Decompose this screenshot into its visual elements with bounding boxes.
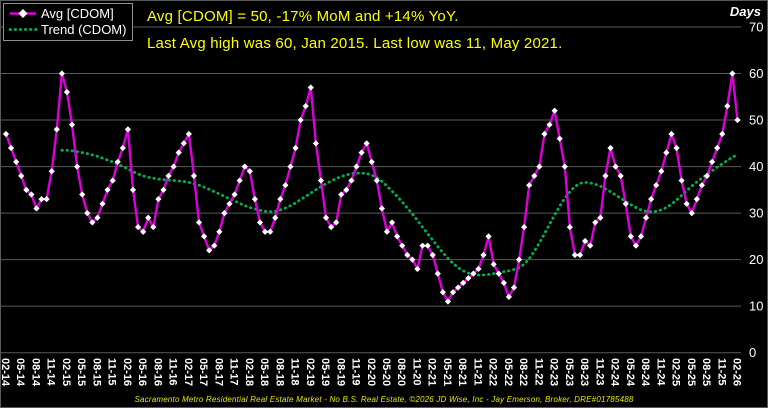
chart-title-line2: Last Avg high was 60, Jan 2015. Last low… <box>147 35 563 52</box>
x-tick-label: 08-21 <box>456 358 468 386</box>
x-tick-label: 11-22 <box>532 358 544 386</box>
trend-series-line <box>60 148 739 277</box>
legend-avg-label: Avg [CDOM] <box>41 6 114 21</box>
x-tick-label: 02-16 <box>121 358 133 386</box>
x-tick-label: 08-23 <box>578 358 590 386</box>
x-tick-label: 11-19 <box>350 358 362 386</box>
x-tick-label: 08-15 <box>90 358 102 386</box>
x-tick-label: 02-17 <box>182 358 194 386</box>
chart-title-line1: Avg [CDOM] = 50, -17% MoM and +14% YoY. <box>147 8 459 25</box>
x-tick-label: 05-17 <box>197 358 209 386</box>
x-tick-label: 11-23 <box>593 358 605 386</box>
x-tick-label: 02-22 <box>487 358 499 386</box>
x-tick-label: 05-15 <box>75 358 87 386</box>
x-tick-label: 02-20 <box>365 358 377 386</box>
x-tick-label: 08-20 <box>395 358 407 386</box>
x-tick-label: 05-20 <box>380 358 392 386</box>
y-tick-label: 20 <box>749 252 763 267</box>
y-tick-label: 70 <box>749 20 763 35</box>
x-tick-label: 02-19 <box>304 358 316 386</box>
x-tick-label: 08-22 <box>517 358 529 386</box>
x-tick-label: 08-25 <box>700 358 712 386</box>
x-tick-label: 05-16 <box>136 358 148 386</box>
y-tick-label: 0 <box>749 345 756 360</box>
x-tick-label: 11-17 <box>228 358 240 386</box>
y-tick-label: 10 <box>749 299 763 314</box>
x-tick-label: 05-25 <box>685 358 697 386</box>
x-tick-label: 11-15 <box>106 358 118 386</box>
chart-legend: Avg [CDOM] Trend (CDOM) <box>3 3 133 41</box>
x-tick-label: 02-26 <box>731 358 743 386</box>
x-tick-label: 08-24 <box>639 358 651 387</box>
y-tick-label: 30 <box>749 206 763 221</box>
avg-series-line <box>4 72 739 303</box>
x-tick-label: 02-21 <box>426 358 438 386</box>
legend-trend-label: Trend (CDOM) <box>41 22 127 37</box>
x-tick-label: 08-14 <box>29 358 41 387</box>
footer-attribution: Sacramento Metro Residential Real Estate… <box>134 395 634 404</box>
y-tick-label: 40 <box>749 159 763 174</box>
x-tick-label: 11-18 <box>289 358 301 386</box>
x-tick-label: 02-25 <box>670 358 682 386</box>
legend-item-trend: Trend (CDOM) <box>8 22 128 37</box>
x-tick-label: 11-25 <box>715 358 727 386</box>
x-tick-label: 05-21 <box>441 358 453 386</box>
x-tick-label: 02-23 <box>548 358 560 386</box>
legend-item-avg: Avg [CDOM] <box>8 6 128 21</box>
x-tick-label: 11-21 <box>471 358 483 386</box>
x-tick-label: 11-20 <box>410 358 422 386</box>
x-tick-label: 08-19 <box>334 358 346 386</box>
y-axis-unit-label: Days <box>729 4 761 19</box>
x-tick-label: 02-18 <box>243 358 255 386</box>
x-tick-label: 05-14 <box>14 358 26 387</box>
x-tick-label: 08-18 <box>273 358 285 386</box>
x-tick-label: 11-14 <box>45 358 57 386</box>
x-tick-label: 02-14 <box>1 358 11 387</box>
trend-series-swatch <box>8 28 38 31</box>
x-tick-label: 11-24 <box>654 358 666 386</box>
x-tick-label: 05-23 <box>563 358 575 386</box>
x-tick-label: 05-24 <box>624 358 636 387</box>
x-tick-label: 02-15 <box>60 358 72 386</box>
x-tick-label: 08-17 <box>212 358 224 386</box>
avg-series-swatch <box>10 9 36 18</box>
x-tick-label: 02-24 <box>609 358 621 387</box>
x-tick-label: 05-18 <box>258 358 270 386</box>
y-tick-label: 50 <box>749 113 763 128</box>
x-tick-label: 08-16 <box>151 358 163 386</box>
data-point-markers <box>2 70 741 305</box>
x-tick-label: 11-16 <box>167 358 179 386</box>
y-tick-label: 60 <box>749 66 763 81</box>
x-tick-label: 05-22 <box>502 358 514 386</box>
x-tick-label: 05-19 <box>319 358 331 386</box>
